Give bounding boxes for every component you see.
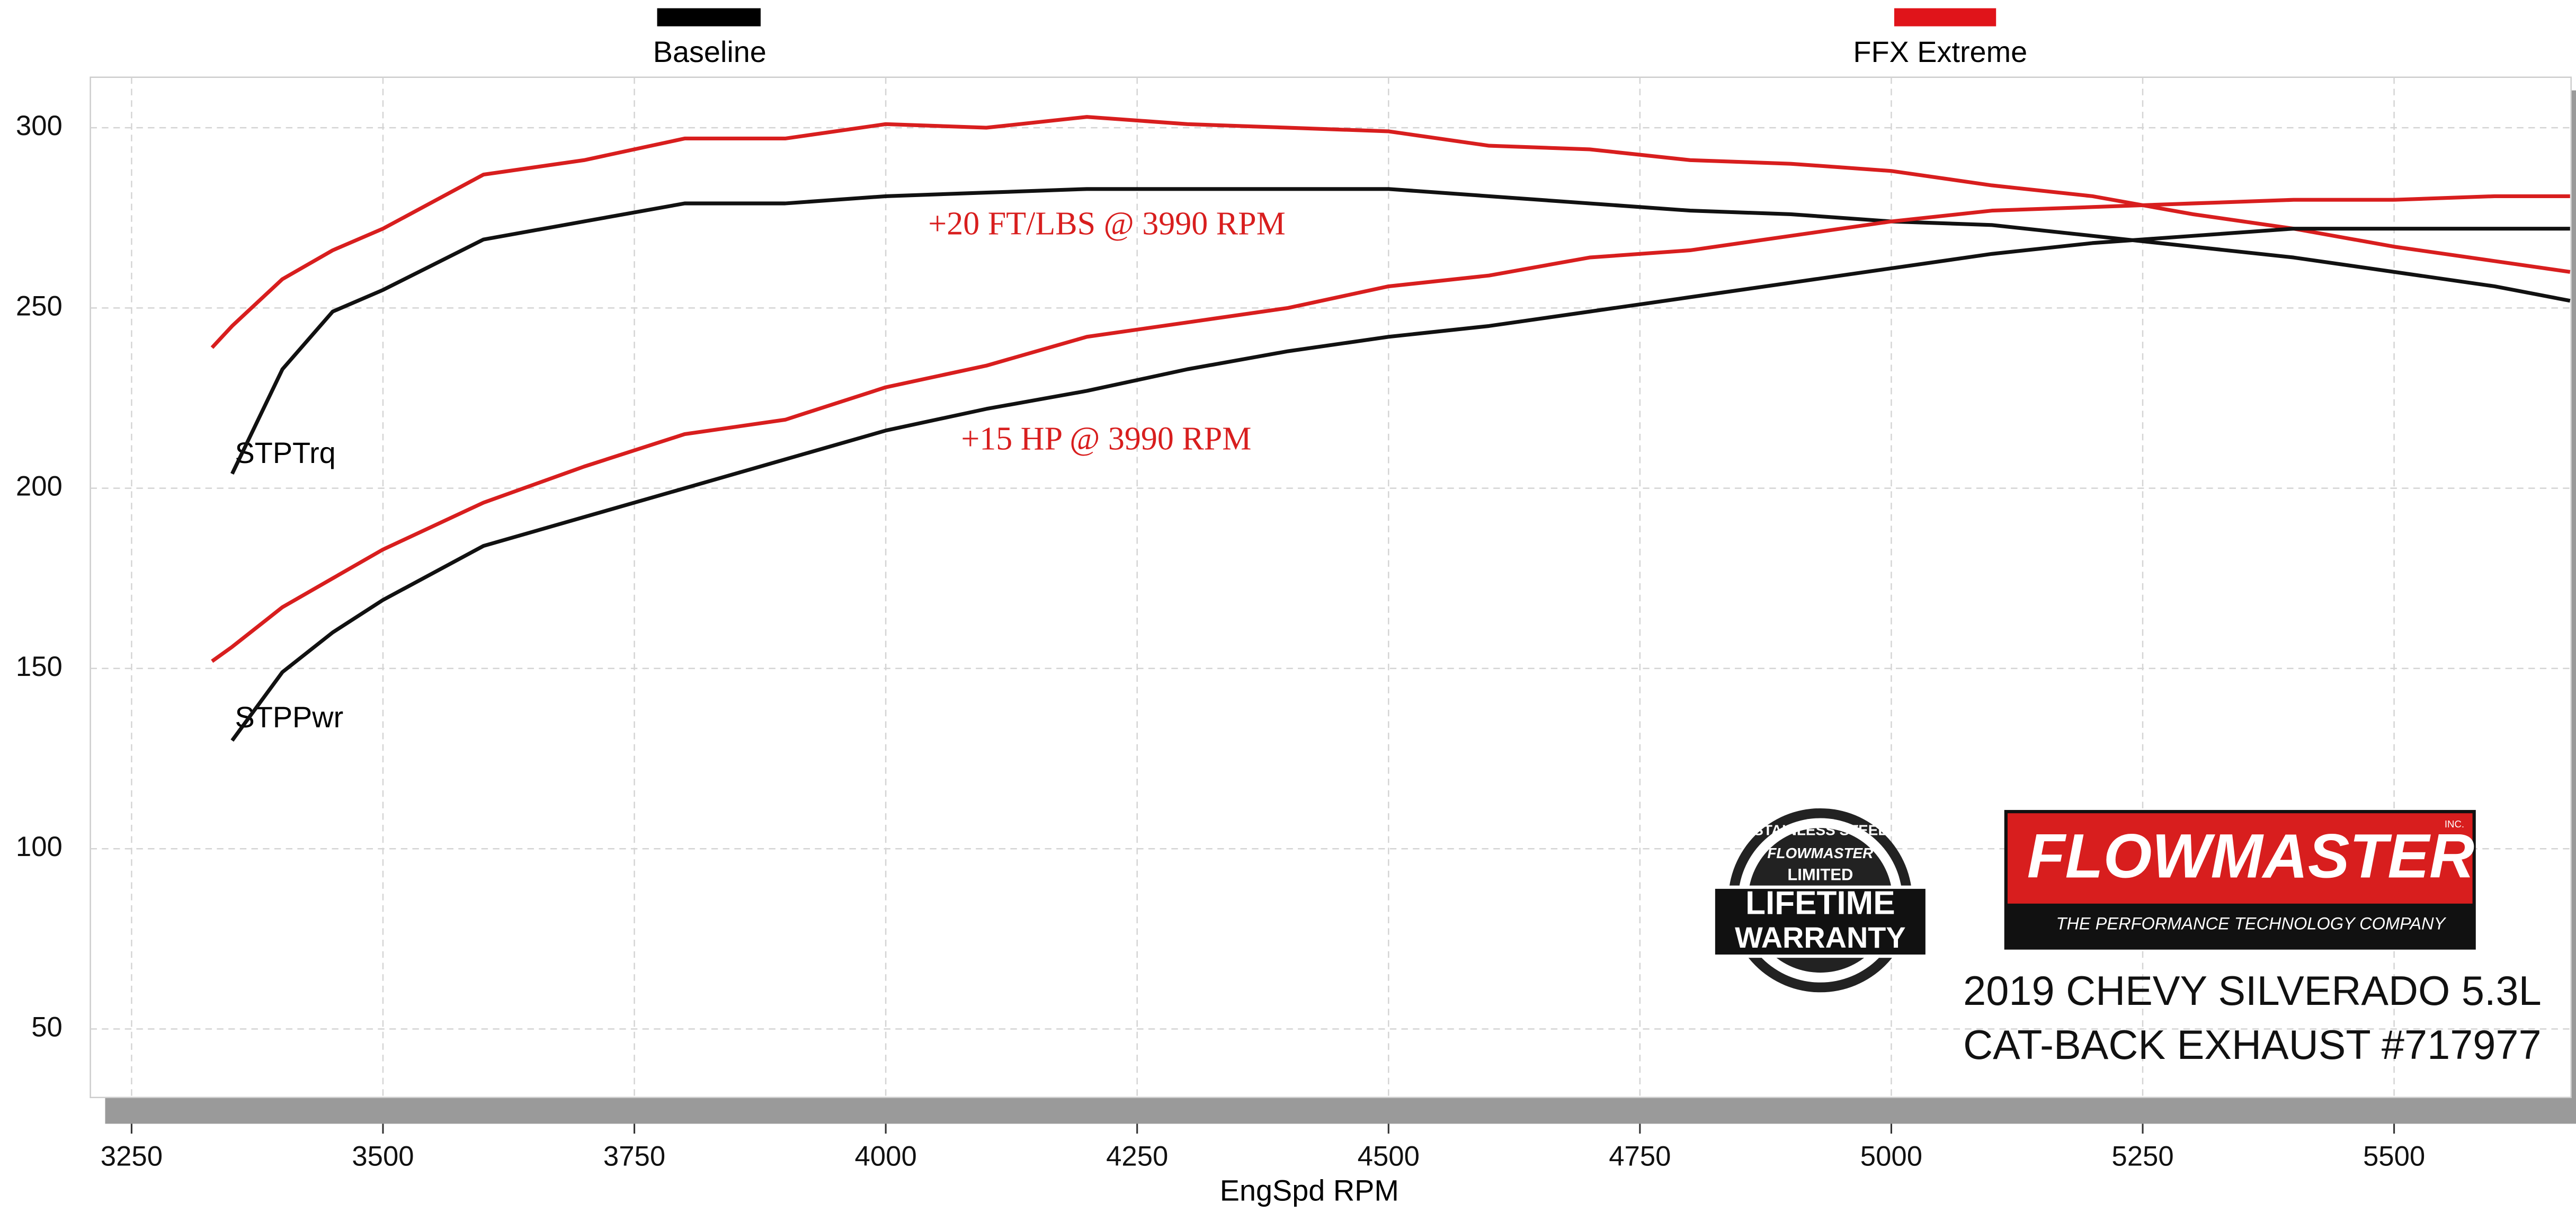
y-tick-label: 250 <box>16 290 63 322</box>
x-tick-label: 4750 <box>1609 1140 1671 1172</box>
x-tick-label: 4500 <box>1358 1140 1420 1172</box>
flowmaster-logo: FLOWMASTER INC. THE PERFORMANCE TECHNOLO… <box>2004 810 2476 950</box>
legend-swatch <box>1894 8 1996 26</box>
series-label: STPPwr <box>235 700 344 734</box>
y-tick-label: 50 <box>31 1011 63 1042</box>
badge-text: LIMITED <box>1787 865 1853 884</box>
annotation: +15 HP @ 3990 RPM <box>961 421 1251 457</box>
x-tick-label: 3750 <box>603 1140 665 1172</box>
series-line <box>230 227 2570 742</box>
caption: 2019 CHEVY SILVERADO 5.3L <box>1963 968 2542 1014</box>
logo-text: INC. <box>2445 818 2464 830</box>
series-line <box>230 187 2571 475</box>
y-tick-label: 300 <box>16 110 63 141</box>
series-line <box>211 194 2570 663</box>
y-tick-label: 150 <box>16 651 63 682</box>
badge-text: LIFETIME <box>1745 885 1895 921</box>
x-axis-label: EngSpd RPM <box>1220 1173 1399 1207</box>
caption: CAT-BACK EXHAUST #717977 <box>1963 1022 2541 1068</box>
logo-text: FLOWMASTER <box>2027 821 2474 890</box>
series-line <box>210 115 2571 349</box>
warranty-badge: STAINLESS STEEL FLOWMASTER LIMITED LIFET… <box>1712 808 1929 993</box>
x-tick-label: 5250 <box>2111 1140 2173 1172</box>
legend-swatch <box>657 8 761 26</box>
badge-text: STAINLESS STEEL <box>1753 822 1887 839</box>
x-tick-label: 3250 <box>101 1140 163 1172</box>
x-tick-label: 4250 <box>1106 1140 1168 1172</box>
badge-text: FLOWMASTER <box>1767 845 1873 861</box>
series-label: STPTrq <box>235 436 336 469</box>
x-tick-label: 5000 <box>1860 1140 1922 1172</box>
annotation: +20 FT/LBS @ 3990 RPM <box>928 206 1285 242</box>
y-tick-label: 100 <box>16 831 63 862</box>
logo-text: THE PERFORMANCE TECHNOLOGY COMPANY <box>2056 914 2447 933</box>
x-tick-label: 4000 <box>854 1140 916 1172</box>
legend-label: FFX Extreme <box>1853 35 2027 68</box>
x-tick-label: 5500 <box>2363 1140 2425 1172</box>
y-tick-label: 200 <box>16 471 63 502</box>
legend-label: Baseline <box>653 35 766 68</box>
x-tick-label: 3500 <box>352 1140 414 1172</box>
badge-text: WARRANTY <box>1735 921 1905 954</box>
